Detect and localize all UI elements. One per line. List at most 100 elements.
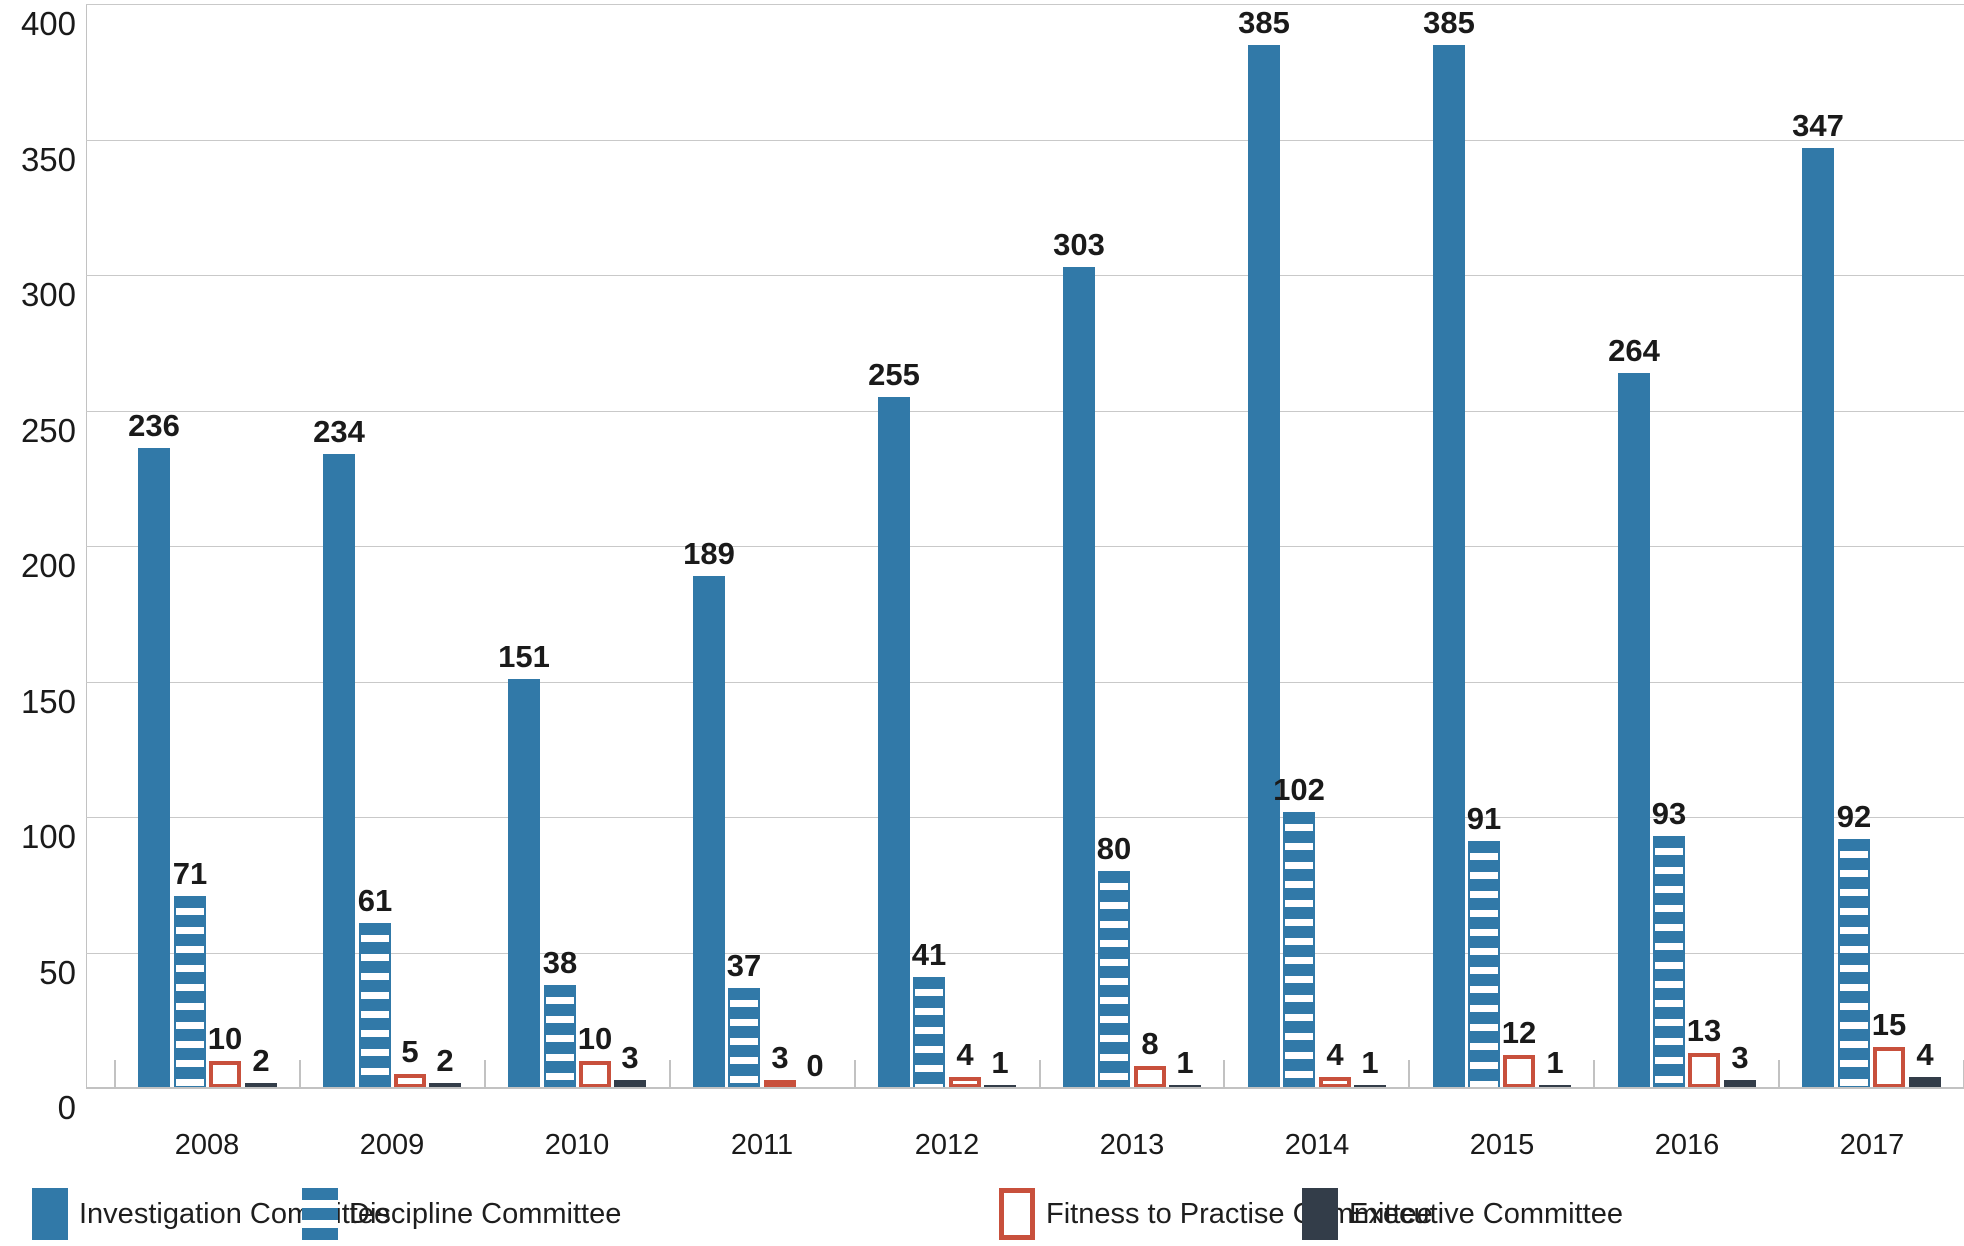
legend: Investigation Committee Discipline Commi… xyxy=(0,1188,1964,1246)
bar-2012-outlined-red xyxy=(949,1077,981,1088)
x-axis-tick xyxy=(669,1060,671,1088)
bar-2008-solid-blue xyxy=(138,448,170,1088)
bar-2010-outlined-red xyxy=(579,1061,611,1088)
value-label-2017-series0: 347 xyxy=(1792,108,1844,143)
x-category-label-2012: 2012 xyxy=(914,1129,980,1161)
value-label-2011-series2: 3 xyxy=(771,1040,789,1075)
value-label-2015-series1: 91 xyxy=(1466,801,1502,836)
value-label-2011-series0: 189 xyxy=(683,536,735,571)
gridline-150 xyxy=(86,682,1964,683)
y-tick-label-50: 50 xyxy=(39,954,76,991)
y-tick-label-0: 0 xyxy=(57,1089,76,1126)
bar-2014-solid-blue xyxy=(1248,45,1280,1088)
value-label-2012-series0: 255 xyxy=(868,357,920,392)
y-tick-label-400: 400 xyxy=(20,5,76,42)
value-label-2011-series1: 37 xyxy=(726,948,762,983)
legend-item-fitness: Fitness to Practise Committee xyxy=(999,1188,1433,1240)
legend-label: Executive Committee xyxy=(1349,1197,1623,1230)
bar-2011-outlined-red xyxy=(764,1080,796,1088)
legend-item-discipline: Discipline Committee xyxy=(302,1188,621,1240)
value-label-2012-series1: 41 xyxy=(911,937,947,972)
legend-swatch-executive xyxy=(1302,1188,1338,1240)
x-axis-tick xyxy=(114,1060,116,1088)
x-category-label-2008: 2008 xyxy=(174,1129,240,1161)
value-label-2015-series3: 1 xyxy=(1546,1045,1564,1080)
x-axis-baseline xyxy=(86,1087,1964,1089)
x-axis-tick xyxy=(854,1060,856,1088)
value-label-2011-series3: 0 xyxy=(806,1048,824,1083)
value-label-2012-series3: 1 xyxy=(991,1045,1009,1080)
bar-2009-striped-blue xyxy=(359,923,391,1088)
value-label-2017-series2: 15 xyxy=(1871,1007,1907,1042)
legend-label: Fitness to Practise Committee xyxy=(1046,1197,1433,1230)
value-label-2008-series0: 236 xyxy=(128,408,180,443)
value-label-2010-series1: 38 xyxy=(542,945,578,980)
x-category-label-2017: 2017 xyxy=(1839,1129,1905,1161)
value-label-2017-series3: 4 xyxy=(1916,1037,1934,1072)
gridline-400 xyxy=(86,4,1964,5)
bar-2017-striped-blue xyxy=(1838,839,1870,1088)
bar-2010-striped-blue xyxy=(544,985,576,1088)
bar-2015-outlined-red xyxy=(1503,1055,1535,1088)
gridline-300 xyxy=(86,275,1964,276)
bar-2010-solid-blue xyxy=(508,679,540,1088)
x-axis-tick xyxy=(1039,1060,1041,1088)
bar-2009-solid-dark xyxy=(429,1083,461,1088)
x-category-label-2009: 2009 xyxy=(359,1129,425,1161)
bar-2017-outlined-red xyxy=(1873,1047,1905,1088)
legend-swatch-investigation xyxy=(32,1188,68,1240)
bar-2016-solid-blue xyxy=(1618,373,1650,1088)
value-label-2013-series0: 303 xyxy=(1053,227,1105,262)
legend-label: Investigation Committee xyxy=(79,1197,391,1230)
value-label-2009-series0: 234 xyxy=(313,414,365,449)
bar-2013-solid-blue xyxy=(1063,267,1095,1088)
value-label-2010-series0: 151 xyxy=(498,639,550,674)
value-label-2010-series2: 10 xyxy=(577,1021,613,1056)
gridline-50 xyxy=(86,953,1964,954)
x-axis-tick xyxy=(1223,1060,1225,1088)
x-category-label-2016: 2016 xyxy=(1654,1129,1720,1161)
bar-2014-solid-dark xyxy=(1354,1085,1386,1088)
value-label-2014-series0: 385 xyxy=(1238,5,1290,40)
bar-2008-solid-dark xyxy=(245,1083,277,1088)
bar-2013-solid-dark xyxy=(1169,1085,1201,1088)
value-label-2016-series3: 3 xyxy=(1731,1040,1749,1075)
value-label-2008-series2: 10 xyxy=(207,1021,243,1056)
bar-2013-striped-blue xyxy=(1098,871,1130,1088)
bar-2016-outlined-red xyxy=(1688,1053,1720,1088)
value-label-2013-series1: 80 xyxy=(1096,831,1132,866)
value-label-2009-series1: 61 xyxy=(357,883,393,918)
x-axis-tick xyxy=(484,1060,486,1088)
bar-2016-solid-dark xyxy=(1724,1080,1756,1088)
value-label-2014-series3: 1 xyxy=(1361,1045,1379,1080)
bar-2015-striped-blue xyxy=(1468,841,1500,1088)
bar-2009-solid-blue xyxy=(323,454,355,1088)
value-label-2017-series1: 92 xyxy=(1836,799,1872,834)
value-label-2016-series2: 13 xyxy=(1686,1013,1722,1048)
x-category-label-2015: 2015 xyxy=(1469,1129,1535,1161)
bar-2008-outlined-red xyxy=(209,1061,241,1088)
bar-2011-solid-blue xyxy=(693,576,725,1088)
bar-2012-solid-blue xyxy=(878,397,910,1088)
legend-swatch-fitness xyxy=(999,1188,1035,1240)
x-category-label-2014: 2014 xyxy=(1284,1129,1350,1161)
bar-2014-outlined-red xyxy=(1319,1077,1351,1088)
value-label-2014-series1: 102 xyxy=(1273,772,1325,807)
value-label-2016-series0: 264 xyxy=(1608,333,1660,368)
gridline-200 xyxy=(86,546,1964,547)
bar-2009-outlined-red xyxy=(394,1074,426,1088)
y-tick-label-250: 250 xyxy=(20,412,76,449)
value-label-2010-series3: 3 xyxy=(621,1040,639,1075)
value-label-2015-series2: 12 xyxy=(1501,1015,1537,1050)
value-label-2014-series2: 4 xyxy=(1326,1037,1344,1072)
value-label-2012-series2: 4 xyxy=(956,1037,974,1072)
y-tick-label-200: 200 xyxy=(20,547,76,584)
bar-2008-striped-blue xyxy=(174,896,206,1088)
value-label-2008-series3: 2 xyxy=(252,1043,270,1078)
bar-2010-solid-dark xyxy=(614,1080,646,1088)
gridline-250 xyxy=(86,411,1964,412)
value-label-2009-series2: 5 xyxy=(401,1034,419,1069)
y-tick-label-100: 100 xyxy=(20,818,76,855)
bar-2012-solid-dark xyxy=(984,1085,1016,1088)
